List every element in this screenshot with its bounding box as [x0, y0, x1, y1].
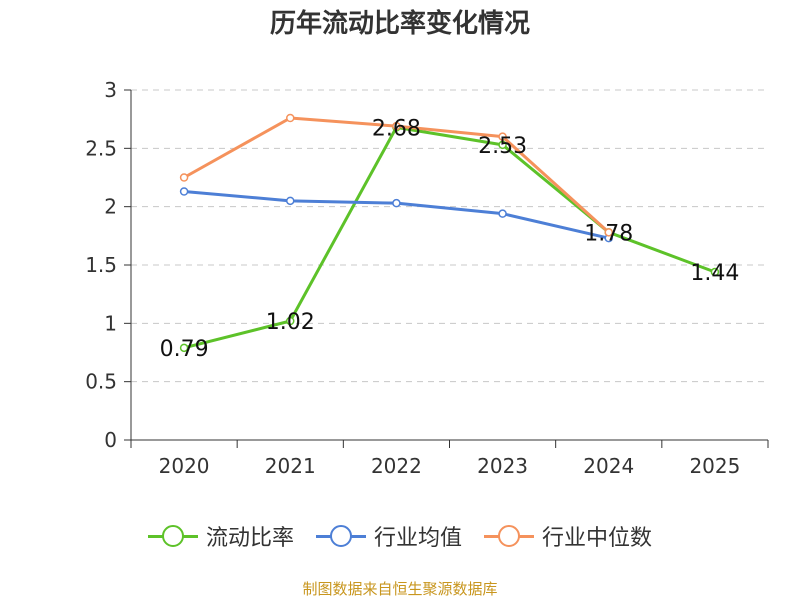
x-tick-label: 2025	[689, 454, 740, 478]
data-point	[286, 113, 295, 123]
data-label: 1.78	[584, 221, 633, 246]
legend-label: 流动比率	[205, 526, 294, 551]
legend-label: 行业中位数	[542, 526, 653, 551]
data-point	[392, 198, 401, 208]
data-point	[286, 316, 295, 326]
data-point	[392, 121, 401, 131]
data-point	[604, 228, 613, 237]
data-point	[179, 343, 189, 353]
source-note: 制图数据来自恒生聚源数据库	[302, 580, 498, 598]
legend-item[interactable]: 流动比率	[147, 520, 294, 552]
data-label: 1.44	[690, 261, 739, 286]
legend-label: 行业均值	[373, 526, 462, 551]
data-label: 2.53	[478, 134, 527, 159]
chart-title: 历年流动比率变化情况	[269, 9, 530, 39]
y-tick-label: 0	[104, 428, 117, 452]
data-point	[498, 209, 507, 218]
series-lines	[183, 116, 716, 350]
data-point	[179, 173, 189, 182]
y-tick-label: 2	[104, 195, 117, 219]
data-label: 2.68	[372, 116, 421, 141]
y-tick-label: 2.5	[85, 136, 117, 160]
y-tick-label: 1.5	[85, 253, 117, 277]
y-tick-label: 3	[104, 78, 117, 102]
y-tick-label: 1	[104, 311, 117, 335]
x-tick-label: 2023	[477, 454, 528, 478]
legend-line-marker-icon	[315, 524, 366, 548]
series-line-1	[183, 190, 610, 240]
x-tick-label: 2020	[159, 454, 210, 478]
legend-line-marker-icon	[484, 524, 534, 548]
legend-item[interactable]: 行业中位数	[484, 520, 652, 552]
data-point	[498, 140, 507, 150]
y-tick-label: 0.5	[85, 370, 117, 394]
data-points	[179, 113, 720, 353]
data-point	[286, 196, 295, 206]
data-point	[710, 267, 720, 277]
grid-lines	[131, 89, 768, 383]
x-tick-label: 2024	[583, 454, 634, 478]
data-labels: 0.79 1.02 2.68 2.53 1.78 1.44	[160, 116, 740, 362]
data-label: 1.02	[266, 310, 315, 335]
data-point	[179, 187, 189, 196]
data-label: 0.79	[160, 337, 209, 362]
x-tick-label: 2022	[371, 454, 422, 478]
data-point	[498, 132, 507, 141]
series-line-0	[183, 125, 716, 350]
x-tick-label: 2021	[265, 454, 316, 478]
legend: 流动比率 行业均值 行业中位数	[0, 518, 800, 554]
legend-item[interactable]: 行业均值	[315, 520, 462, 552]
legend-line-marker-icon	[147, 524, 198, 548]
